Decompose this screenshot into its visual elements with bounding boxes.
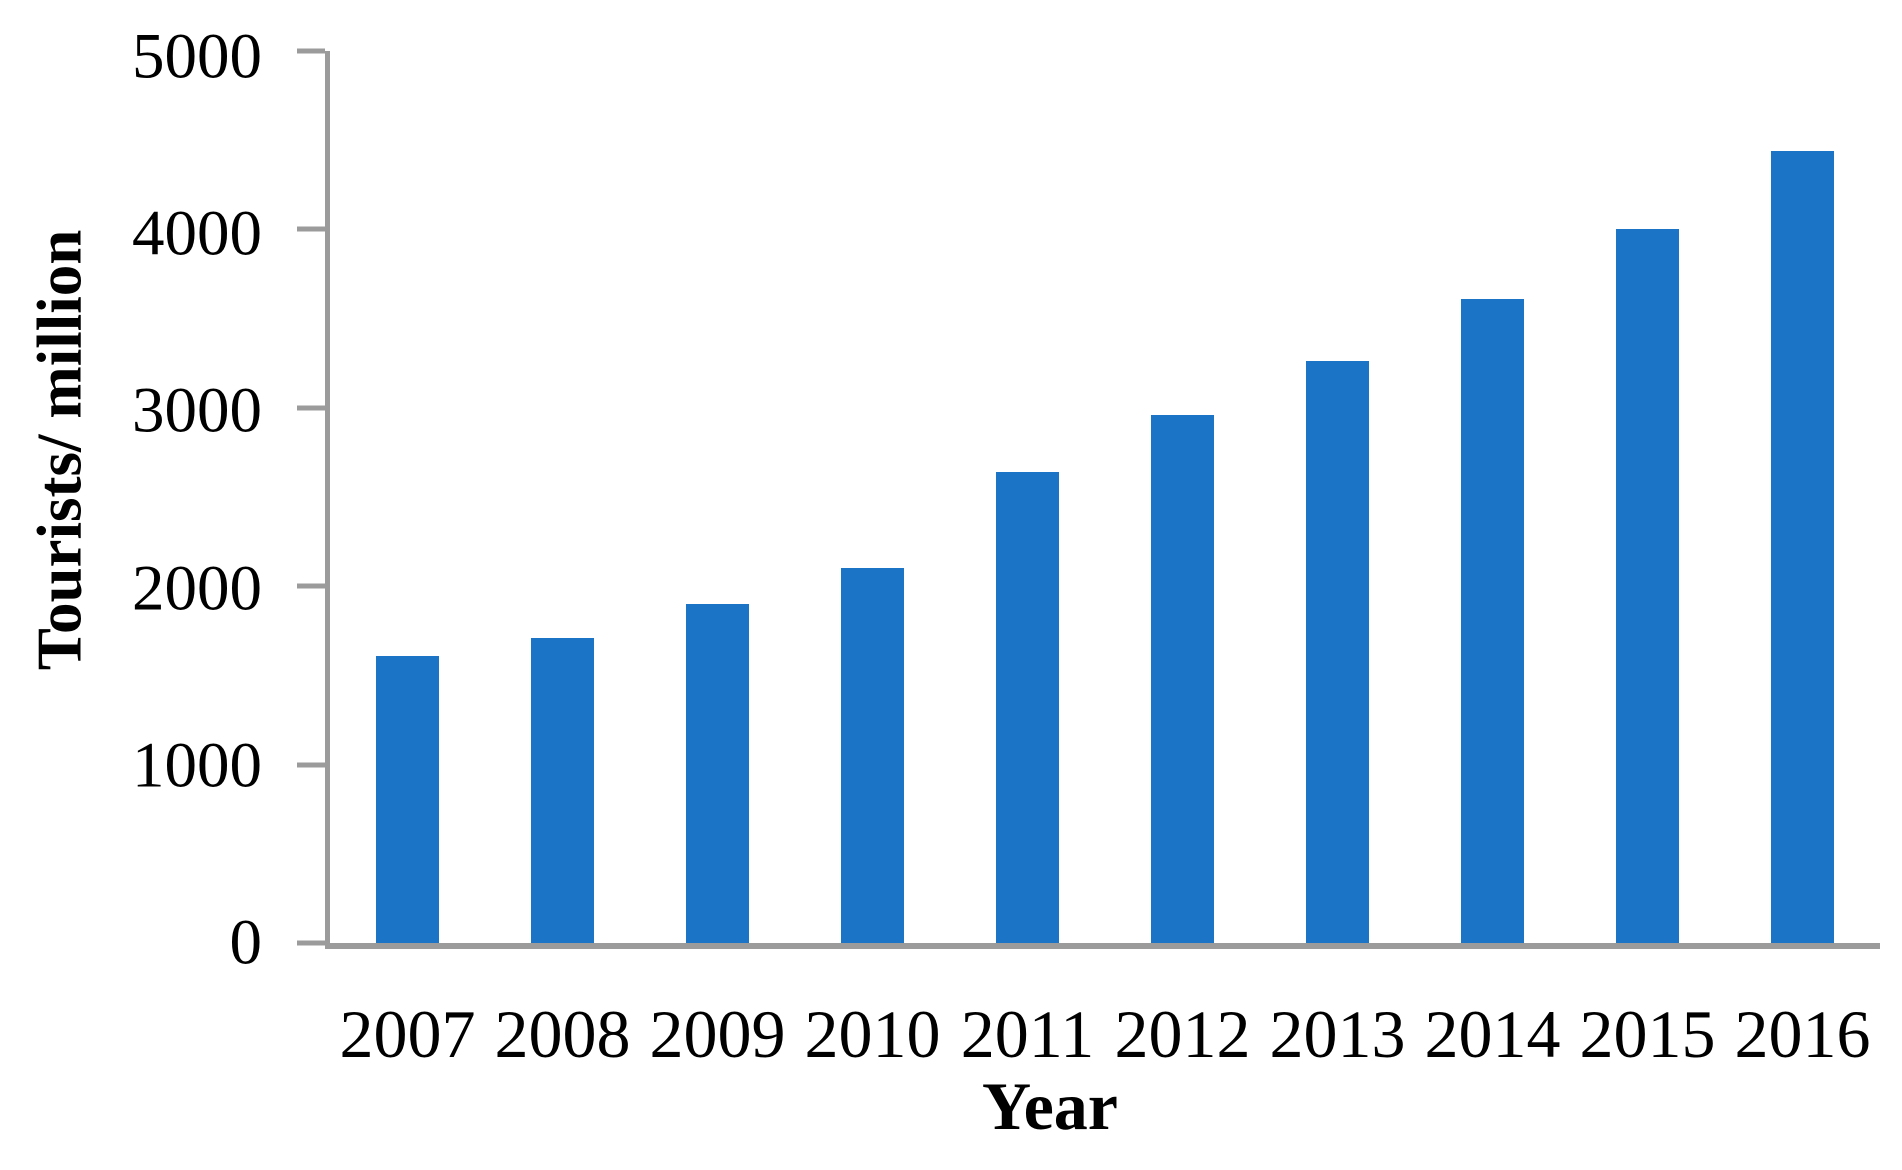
bar-cell [1415, 51, 1570, 943]
bar-cell [640, 51, 795, 943]
y-tick-label: 1000 [132, 729, 262, 802]
bar-2014 [1461, 298, 1524, 943]
x-axis-title: Year [982, 1068, 1118, 1144]
x-tick-label: 2014 [1424, 996, 1561, 1072]
y-tick-label: 4000 [132, 197, 262, 270]
x-tick-label: 2016 [1734, 996, 1871, 1072]
bar-2015 [1616, 229, 1679, 943]
x-tick-label: 2007 [339, 996, 476, 1072]
y-tick-mark [297, 48, 325, 54]
y-tick-mark [297, 226, 325, 232]
x-tick-label: 2013 [1269, 996, 1406, 1072]
bar-2012 [1151, 415, 1214, 943]
bar-2009 [686, 603, 749, 943]
bar-cell [1105, 51, 1260, 943]
x-tick-label: 2009 [649, 996, 786, 1072]
x-axis-tick-labels: 2007 2008 2009 2010 2011 2012 2013 2014 2015 2016 [330, 1000, 1880, 1068]
y-tick-mark [297, 583, 325, 589]
bar-cell [950, 51, 1105, 943]
x-tick-label: 2011 [960, 996, 1095, 1072]
y-tick-label: 0 [229, 906, 263, 979]
bar-2013 [1306, 361, 1369, 943]
y-tick-label: 3000 [132, 374, 262, 447]
bar-cell [795, 51, 950, 943]
x-tick-label: 2015 [1579, 996, 1716, 1072]
y-tick-label: 2000 [132, 552, 262, 625]
bar-2016 [1771, 150, 1834, 943]
bars-row [330, 51, 1880, 943]
bar-2008 [531, 637, 594, 943]
y-tick-mark [297, 940, 325, 946]
bar-cell [485, 51, 640, 943]
y-tick-label: 5000 [132, 20, 262, 93]
bar-2010 [841, 567, 904, 943]
plot-area [297, 48, 1880, 949]
y-tick-mark [297, 762, 325, 768]
bar-cell [1725, 51, 1880, 943]
y-tick-mark [297, 405, 325, 411]
x-tick-label: 2008 [494, 996, 631, 1072]
bar-cell [1260, 51, 1415, 943]
bar-cell [330, 51, 485, 943]
bar-cell [1570, 51, 1725, 943]
bar-2007 [376, 655, 439, 943]
x-tick-label: 2010 [804, 996, 941, 1072]
x-tick-label: 2012 [1114, 996, 1251, 1072]
bar-2011 [996, 471, 1059, 943]
